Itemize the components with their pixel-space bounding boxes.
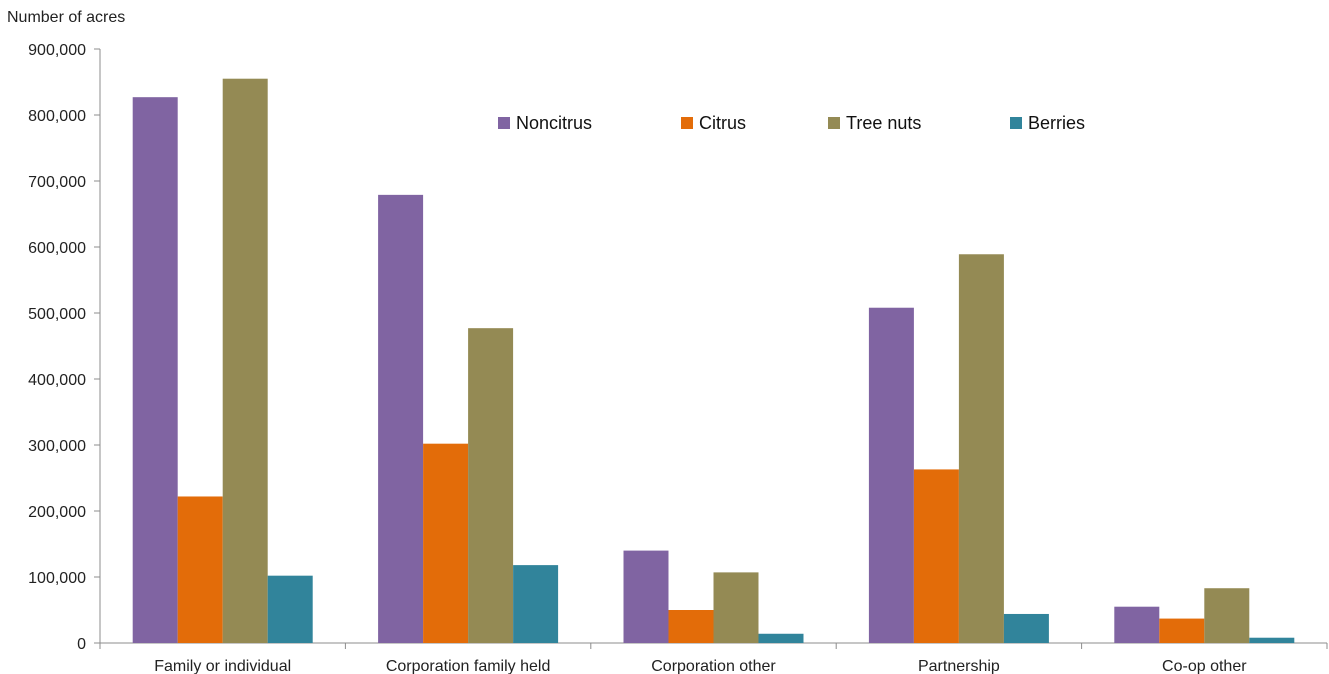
bar-berries: [758, 633, 804, 643]
bar-tree-nuts: [958, 254, 1004, 643]
y-tick-label: 300,000: [28, 438, 86, 455]
bar-noncitrus: [1114, 606, 1160, 643]
y-tick-label: 900,000: [28, 42, 86, 59]
x-category-label: Corporation family held: [386, 658, 551, 674]
bar-citrus: [423, 443, 469, 643]
bar-tree-nuts: [713, 572, 759, 643]
bar-tree-nuts: [468, 328, 514, 643]
y-tick-label: 600,000: [28, 240, 86, 257]
bar-berries: [1003, 613, 1049, 643]
y-tick-label: 400,000: [28, 372, 86, 389]
bar-noncitrus: [623, 550, 669, 643]
legend-label: Noncitrus: [516, 113, 592, 133]
bar-citrus: [1159, 618, 1205, 643]
bar-citrus: [177, 496, 223, 643]
legend: Noncitrus Citrus Tree nuts Berries: [498, 113, 1085, 133]
x-category-label: Partnership: [918, 658, 1000, 674]
y-tick-label: 700,000: [28, 174, 86, 191]
y-tick-label: 500,000: [28, 306, 86, 323]
bar-noncitrus: [868, 307, 914, 643]
legend-swatch: [828, 117, 840, 129]
bar-citrus: [913, 469, 959, 643]
x-axis: Family or individual Corporation family h…: [99, 642, 1328, 674]
legend-label: Berries: [1028, 113, 1085, 133]
bar-berries: [513, 565, 559, 643]
y-axis: 0 100,000 200,000 300,000 400,000 500,000 600,…: [28, 42, 101, 653]
legend-swatch: [1010, 117, 1022, 129]
legend-swatch: [681, 117, 693, 129]
x-category-label: Corporation other: [651, 658, 776, 674]
y-tick-label: 200,000: [28, 504, 86, 521]
bar-citrus: [668, 610, 714, 643]
legend-label: Citrus: [699, 113, 746, 133]
bar-tree-nuts: [1204, 588, 1250, 643]
legend-label: Tree nuts: [846, 113, 921, 133]
bar-berries: [267, 575, 313, 643]
bar-noncitrus: [132, 97, 178, 644]
bar-berries: [1249, 637, 1295, 643]
y-tick-label: 800,000: [28, 108, 86, 125]
y-tick-label: 100,000: [28, 570, 86, 587]
legend-swatch: [498, 117, 510, 129]
x-category-label: Family or individual: [154, 658, 291, 674]
bars-group: [132, 78, 1295, 644]
bar-tree-nuts: [222, 78, 268, 643]
y-axis-title: Number of acres: [7, 9, 125, 26]
bar-noncitrus: [378, 194, 424, 644]
y-tick-label: 0: [77, 636, 86, 653]
x-category-label: Co-op other: [1162, 658, 1247, 674]
